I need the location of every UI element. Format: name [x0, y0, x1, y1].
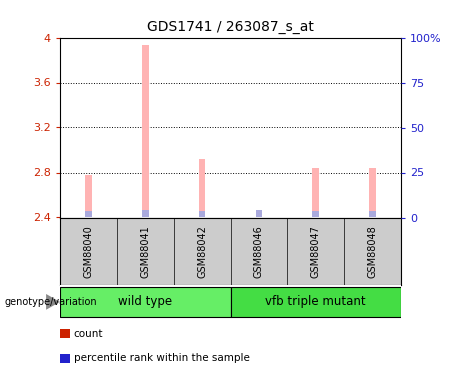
Bar: [60, 286, 230, 317]
Text: GSM88042: GSM88042: [197, 225, 207, 278]
Bar: [199, 159, 206, 218]
Text: percentile rank within the sample: percentile rank within the sample: [74, 353, 250, 363]
Title: GDS1741 / 263087_s_at: GDS1741 / 263087_s_at: [147, 20, 314, 34]
Bar: [255, 210, 262, 218]
Text: count: count: [74, 329, 103, 339]
Bar: [142, 45, 148, 218]
Text: genotype/variation: genotype/variation: [5, 297, 97, 307]
Text: GSM88040: GSM88040: [83, 225, 94, 278]
Bar: [369, 168, 376, 217]
Text: vfb triple mutant: vfb triple mutant: [266, 296, 366, 308]
Text: GSM88046: GSM88046: [254, 225, 264, 278]
Text: wild type: wild type: [118, 296, 172, 308]
Bar: [142, 210, 148, 218]
Bar: [313, 211, 319, 217]
Text: GSM88041: GSM88041: [140, 225, 150, 278]
Bar: [313, 168, 319, 217]
Bar: [255, 213, 262, 217]
Bar: [199, 211, 206, 217]
Polygon shape: [46, 294, 60, 310]
Text: GSM88048: GSM88048: [367, 225, 378, 278]
Bar: [85, 211, 92, 217]
Text: GSM88047: GSM88047: [311, 225, 321, 278]
Bar: [85, 175, 92, 217]
Bar: [230, 286, 401, 317]
Bar: [369, 211, 376, 217]
